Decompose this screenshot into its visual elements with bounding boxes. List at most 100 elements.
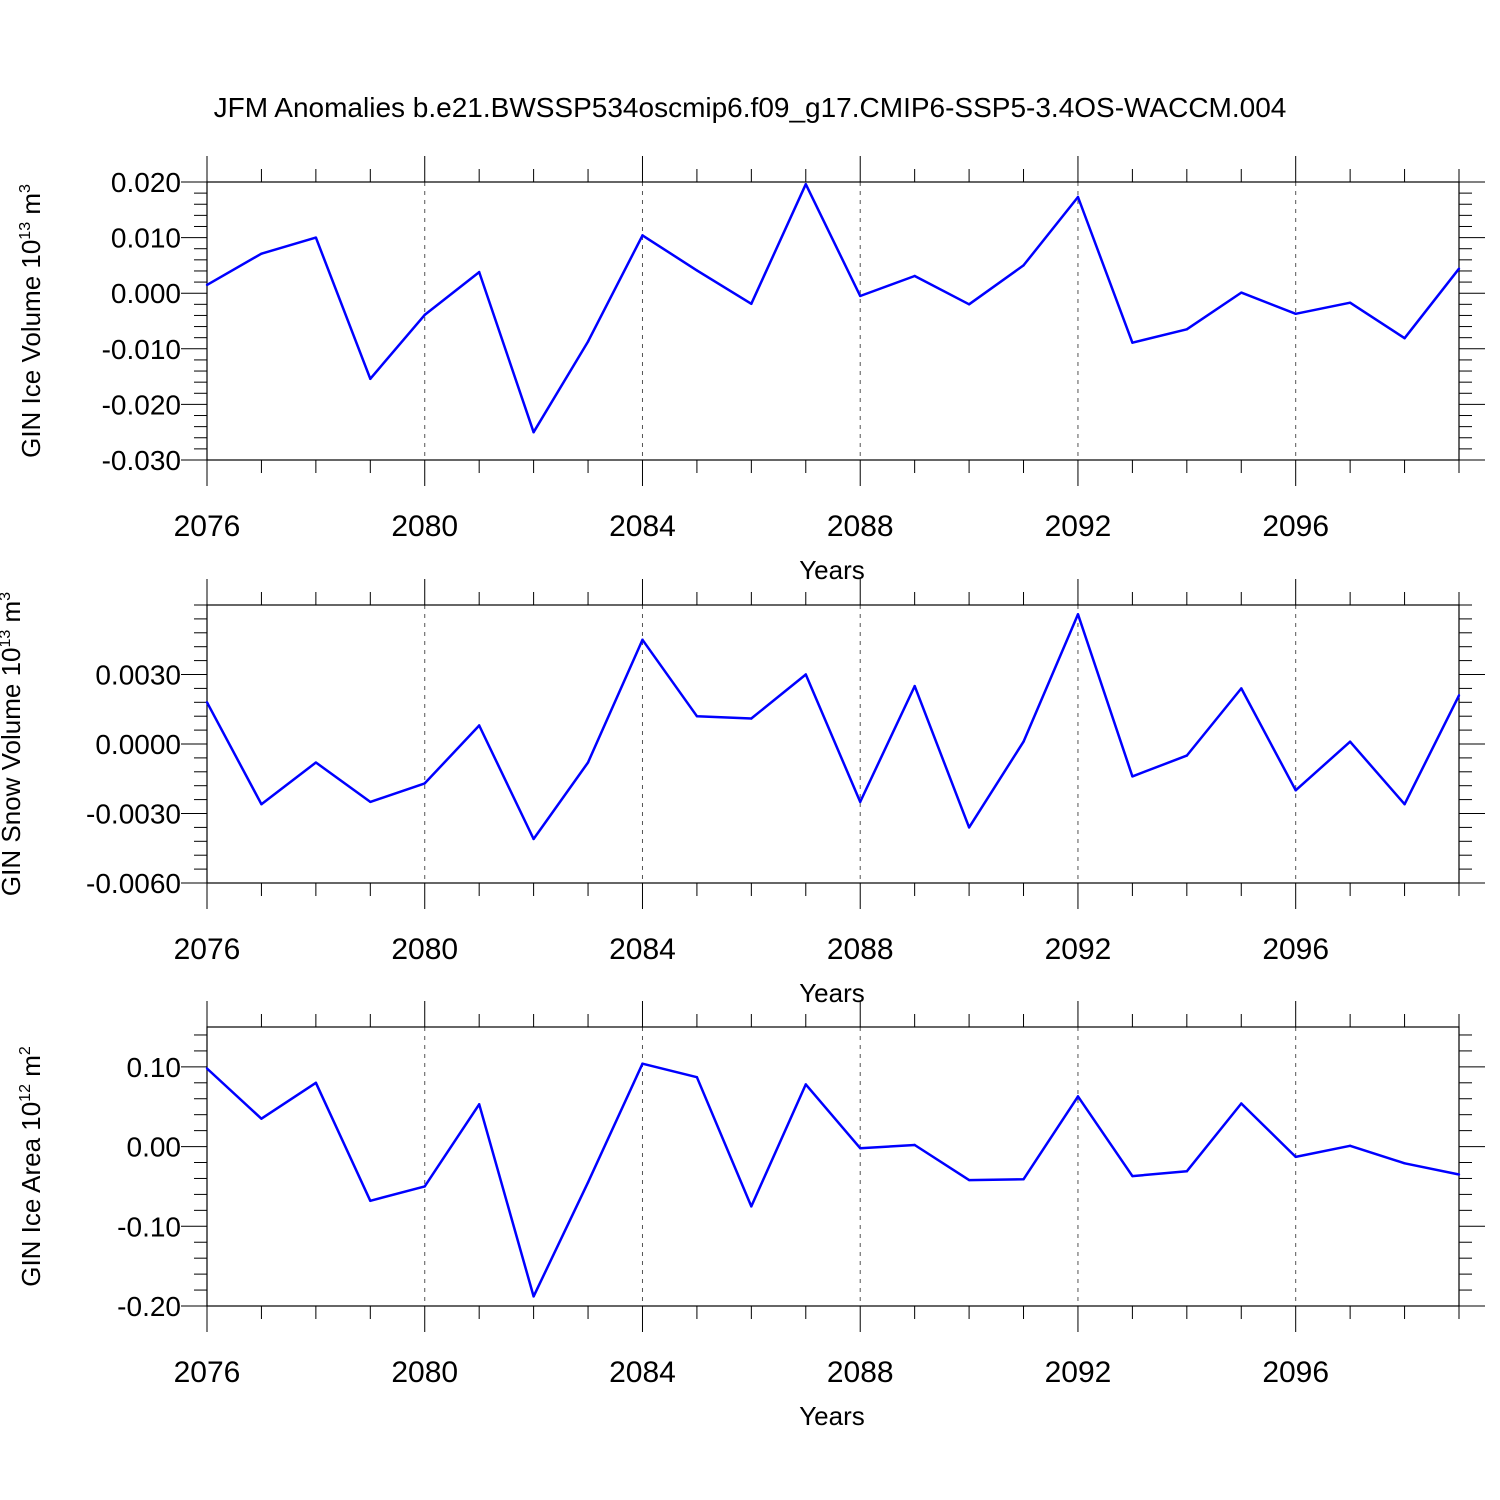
y-tick-label: 0.0000 [95, 729, 181, 760]
data-point [477, 724, 481, 727]
data-point [1240, 1102, 1243, 1105]
x-tick-label: 2076 [174, 933, 241, 966]
data-point [967, 826, 971, 829]
data-point [205, 283, 209, 287]
data-point [967, 303, 971, 306]
data-point [369, 800, 372, 804]
y-axis-label: GIN Ice Volume 1013 m3 [16, 184, 46, 458]
x-tick-label: 2096 [1262, 510, 1329, 543]
data-point [913, 684, 916, 688]
data-point [750, 302, 753, 305]
x-tick-label: 2092 [1045, 510, 1112, 543]
y-tick-label: 0.000 [111, 278, 181, 309]
data-point [1457, 694, 1461, 697]
y-tick-label: 0.0030 [95, 660, 181, 691]
data-point [695, 715, 699, 718]
y-tick-label: -0.0060 [86, 868, 181, 899]
data-point [586, 761, 590, 764]
data-point [695, 269, 699, 272]
data-point [1348, 301, 1352, 304]
x-tick-label: 2084 [609, 1356, 676, 1389]
x-tick-label: 2088 [827, 933, 894, 966]
data-point [586, 1181, 590, 1184]
data-point [532, 837, 535, 841]
plot-frame [206, 181, 1460, 461]
chart-title: JFM Anomalies b.e21.BWSSP534oscmip6.f09_… [213, 92, 1287, 123]
data-point [804, 183, 807, 186]
y-tick-label: 0.020 [111, 167, 181, 198]
data-point [314, 1081, 318, 1085]
x-tick-label: 2092 [1045, 1356, 1112, 1389]
data-point [750, 717, 753, 720]
data-point [260, 252, 263, 255]
data-point [1131, 775, 1134, 778]
y-tick-label: -0.0030 [86, 799, 181, 830]
data-point [477, 1103, 481, 1106]
y-axis-label: GIN Snow Volume 1013 m3 [0, 592, 26, 896]
data-point [1294, 312, 1297, 315]
series-line [205, 613, 1461, 841]
data-point [477, 270, 481, 274]
data-point [1403, 803, 1406, 806]
x-tick-label: 2096 [1262, 933, 1329, 966]
data-point [1076, 613, 1080, 616]
data-point [1348, 1144, 1352, 1147]
data-point [586, 340, 590, 343]
x-tick-label: 2080 [391, 933, 458, 966]
x-tick-label: 2088 [827, 1356, 894, 1389]
data-point [1185, 1170, 1189, 1173]
data-point [369, 1199, 372, 1202]
y-tick-label: -0.030 [102, 445, 181, 476]
data-point [205, 1067, 209, 1070]
data-point [1457, 267, 1461, 270]
plot-frame [206, 1026, 1460, 1307]
data-point [1076, 1095, 1080, 1098]
data-point [859, 294, 862, 298]
panel-2: -0.0060 -0.0030 0.0000 0.0030 2076 2080 2084 20… [0, 579, 1485, 1008]
data-point [1294, 1155, 1297, 1159]
data-point [260, 1117, 263, 1120]
data-point [750, 1205, 753, 1208]
data-point [1185, 754, 1189, 757]
data-point [1022, 264, 1025, 267]
data-point [1076, 195, 1080, 199]
series-line [206, 182, 1460, 434]
data-point [314, 236, 318, 239]
series-line [206, 1062, 1460, 1298]
x-tick-label: 2096 [1262, 1356, 1329, 1389]
data-point [804, 673, 807, 676]
data-point [1131, 1174, 1134, 1178]
data-point [1403, 1162, 1406, 1165]
data-point [1022, 1178, 1025, 1181]
x-tick-label: 2080 [391, 510, 458, 543]
data-point [260, 803, 263, 806]
data-point [205, 701, 209, 704]
data-point [532, 431, 535, 434]
data-point [913, 274, 916, 278]
y-tick-label: -0.010 [102, 334, 181, 365]
data-point [641, 638, 644, 641]
x-tick-label: 2084 [609, 510, 676, 543]
x-tick-label: 2076 [174, 510, 241, 543]
x-axis-label: Years [799, 978, 865, 1008]
data-point [1131, 341, 1134, 344]
data-point [423, 782, 426, 785]
y-tick-label: 0.010 [111, 223, 181, 254]
y-axis-label: GIN Ice Area 1012 m2 [16, 1046, 46, 1287]
data-point [369, 377, 372, 381]
x-tick-label: 2092 [1045, 933, 1112, 966]
x-tick-label: 2088 [827, 510, 894, 543]
data-point [1294, 789, 1297, 792]
data-point [423, 1185, 426, 1188]
data-point [641, 1062, 644, 1065]
data-point [1457, 1173, 1461, 1176]
y-tick-label: -0.020 [102, 389, 181, 420]
y-tick-label: 0.00 [127, 1132, 182, 1163]
data-point [859, 1146, 862, 1150]
panel-1: -0.030 -0.020 -0.010 0.000 0.010 0.020 2076 208… [16, 156, 1485, 585]
y-tick-label: -0.20 [117, 1291, 181, 1322]
x-axis-label: Years [799, 555, 865, 585]
panel-3: -0.20 -0.10 0.00 0.10 2076 2080 2084 2088 2092 20… [16, 1001, 1485, 1431]
data-point [423, 313, 426, 317]
